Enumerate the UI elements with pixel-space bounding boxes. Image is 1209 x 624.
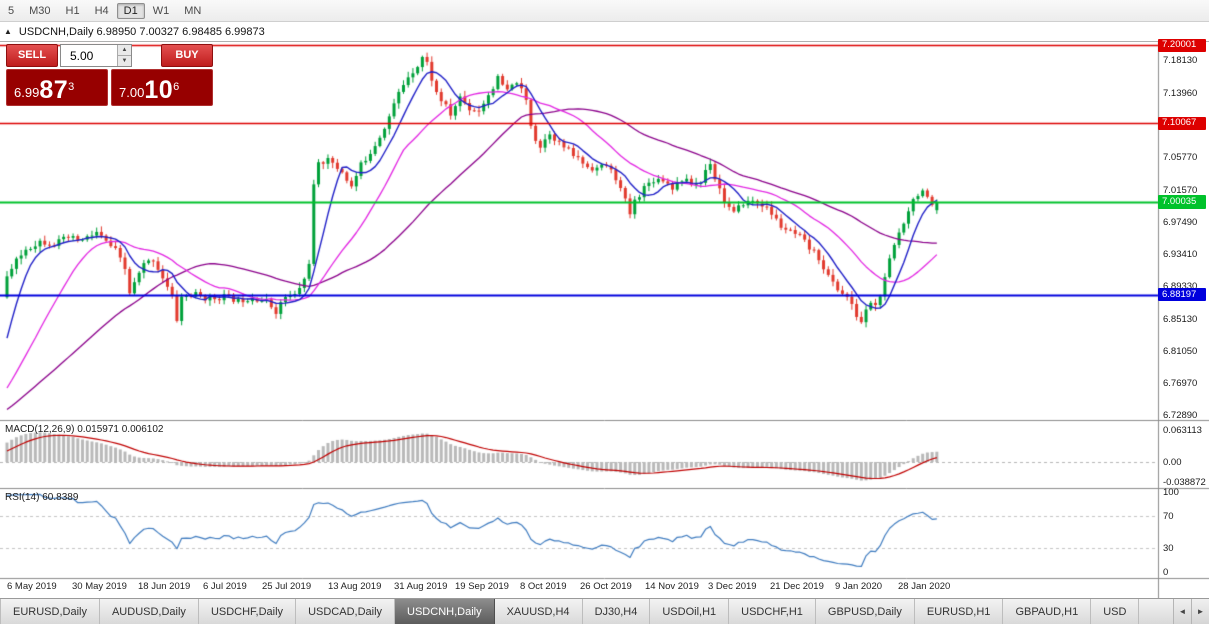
- timeframe-button-h1[interactable]: H1: [65, 4, 80, 17]
- volume-value: 5.00: [70, 48, 94, 63]
- price-axis-tick: 6.72890: [1163, 409, 1198, 421]
- timeframe-button-d1[interactable]: D1: [116, 2, 145, 19]
- timeframe-toolbar: 5 M30 H1 H4 D1 W1 MN: [0, 0, 1209, 22]
- price-axis-tick: 6.76970: [1163, 377, 1198, 389]
- price-level-badge-resistance-upper: 7.20001: [1158, 38, 1206, 53]
- time-axis-label: 6 Jul 2019: [203, 581, 247, 592]
- price-axis[interactable]: 7.18130 7.13960 7.05770 7.01570 6.97490 6.934…: [1158, 38, 1209, 598]
- rsi-axis-tick: 100: [1163, 487, 1179, 498]
- price-axis-tick: 7.05770: [1163, 151, 1198, 163]
- chart-tab-usdoil-h1[interactable]: USDOil,H1: [650, 599, 730, 624]
- tab-strip: EURUSD,Daily AUDUSD,Daily USDCHF,Daily USDC…: [0, 599, 1173, 624]
- time-axis-label: 13 Aug 2019: [328, 581, 382, 592]
- time-axis-label: 21 Dec 2019: [770, 581, 824, 592]
- chart-tab-eurusd-daily[interactable]: EURUSD,Daily: [0, 599, 100, 624]
- tab-scroll-buttons: ◄ ►: [1173, 599, 1209, 624]
- time-axis-label: 25 Jul 2019: [262, 581, 312, 592]
- rsi-axis-tick: 70: [1163, 511, 1174, 522]
- price-axis-tick: 7.13960: [1163, 87, 1198, 99]
- time-axis-label: 30 May 2019: [72, 581, 127, 592]
- timeframe-button-h4[interactable]: H4: [94, 4, 109, 17]
- timeframe-button-5[interactable]: 5: [8, 4, 15, 17]
- one-click-trading-panel: SELL 5.00 ▲ ▼ BUY 6.99 87 3 7.00: [6, 44, 213, 106]
- macd-axis-tick: 0.063113: [1163, 425, 1202, 436]
- time-axis-label: 26 Oct 2019: [580, 581, 632, 592]
- scroll-left-icon: ◄: [1178, 607, 1187, 616]
- price-axis-tick: 7.18130: [1163, 54, 1198, 66]
- tab-scroll-right-button[interactable]: ►: [1191, 599, 1209, 624]
- price-level-badge-pivot: 7.00035: [1158, 195, 1206, 209]
- buy-price-base: 7.00: [119, 85, 145, 100]
- price-level-badge-support: 6.88197: [1158, 288, 1206, 302]
- rsi-axis-tick: 30: [1163, 543, 1174, 554]
- scroll-right-icon: ►: [1196, 607, 1205, 616]
- sell-price-base: 6.99: [14, 85, 40, 100]
- time-axis-label: 31 Aug 2019: [394, 581, 448, 592]
- buy-price-big-digits: 10: [144, 76, 174, 104]
- chart-tab-usdchf-daily[interactable]: USDCHF,Daily: [199, 599, 297, 624]
- rsi-axis-tick: 0: [1163, 567, 1169, 578]
- volume-spinner: ▲ ▼: [117, 45, 131, 66]
- macd-indicator-label: MACD(12,26,9) 0.015971 0.006102: [5, 424, 164, 435]
- time-axis-label: 8 Oct 2019: [520, 581, 567, 592]
- rsi-indicator-label: RSI(14) 60.8389: [5, 492, 79, 503]
- chart-tab-xauusd-h4[interactable]: XAUUSD,H4: [495, 599, 583, 624]
- chart-tab-usdcnh-daily[interactable]: USDCNH,Daily: [395, 599, 495, 624]
- time-axis-label: 6 May 2019: [7, 581, 57, 592]
- price-level-badge-resistance: 7.10067: [1158, 116, 1206, 130]
- price-axis-tick: 7.01570: [1163, 184, 1198, 196]
- buy-price-pip: 6: [173, 81, 180, 93]
- macd-axis-tick: -0.038872: [1163, 476, 1206, 488]
- timeframe-group: 5 M30 H1 H4 D1 W1 MN: [1, 2, 209, 19]
- chart-body: MACD(12,26,9) 0.015971 0.006102 RSI(14) …: [0, 38, 1209, 598]
- collapse-trade-panel-icon[interactable]: ▲: [4, 26, 12, 36]
- buy-button[interactable]: BUY: [161, 44, 213, 67]
- time-axis-label: 3 Dec 2019: [708, 581, 757, 592]
- sell-button[interactable]: SELL: [6, 44, 58, 67]
- time-axis-label: 28 Jan 2020: [898, 581, 951, 592]
- time-axis-label: 18 Jun 2019: [138, 581, 191, 592]
- time-axis-label: 14 Nov 2019: [645, 581, 699, 592]
- chart-tab-audusd-daily[interactable]: AUDUSD,Daily: [100, 599, 199, 624]
- volume-decrease-button[interactable]: ▼: [118, 56, 131, 66]
- sell-price-big-digits: 87: [39, 76, 69, 104]
- chart-tab-dj30-h4[interactable]: DJ30,H4: [583, 599, 651, 624]
- chart-tab-eurusd-h1[interactable]: EURUSD,H1: [915, 599, 1004, 624]
- chart-title-bar: ▲ USDCNH,Daily 6.98950 7.00327 6.98485 6…: [0, 22, 1209, 42]
- volume-increase-button[interactable]: ▲: [118, 45, 131, 56]
- time-axis-label: 19 Sep 2019: [455, 581, 509, 592]
- chart-ohlc-title: USDCNH,Daily 6.98950 7.00327 6.98485 6.9…: [18, 25, 265, 38]
- sell-price-pip: 3: [68, 81, 75, 93]
- chart-canvas[interactable]: [0, 42, 1209, 598]
- chart-tab-usdcad-daily[interactable]: USDCAD,Daily: [296, 599, 396, 624]
- price-axis-tick: 6.97490: [1163, 216, 1198, 228]
- chart-tab-usd[interactable]: USD: [1091, 599, 1140, 624]
- chart-tab-bar: EURUSD,Daily AUDUSD,Daily USDCHF,Daily USDC…: [0, 598, 1209, 624]
- tab-scroll-left-button[interactable]: ◄: [1173, 599, 1191, 624]
- timeframe-button-w1[interactable]: W1: [152, 4, 170, 17]
- chart-tab-gbpaud-h1[interactable]: GBPAUD,H1: [1003, 599, 1092, 624]
- sell-price-display[interactable]: 6.99 87 3: [6, 69, 108, 106]
- timeframe-button-mn[interactable]: MN: [184, 4, 202, 17]
- price-axis-tick: 6.81050: [1163, 345, 1198, 357]
- buy-price-display[interactable]: 7.00 10 6: [111, 69, 213, 106]
- price-axis-tick: 6.85130: [1163, 313, 1198, 325]
- time-axis-label: 9 Jan 2020: [835, 581, 883, 592]
- chart-tab-usdchf-h1[interactable]: USDCHF,H1: [729, 599, 816, 624]
- volume-field[interactable]: 5.00 ▲ ▼: [60, 44, 132, 67]
- timeframe-button-m30[interactable]: M30: [29, 4, 51, 17]
- macd-axis-tick: 0.00: [1163, 457, 1182, 468]
- price-axis-tick: 6.89330: [1163, 280, 1198, 292]
- price-axis-tick: 6.93410: [1163, 248, 1198, 260]
- chart-tab-gbpusd-daily[interactable]: GBPUSD,Daily: [816, 599, 915, 624]
